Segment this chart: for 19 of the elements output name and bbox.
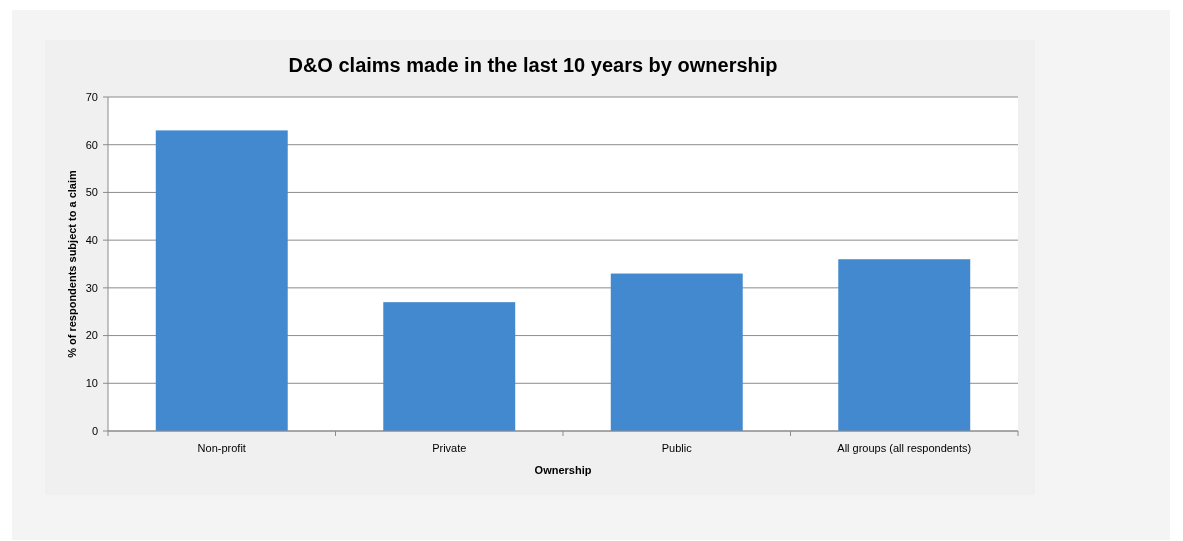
bar [838, 259, 971, 431]
x-tick-label: Public [661, 442, 693, 454]
y-tick-label: 10 [85, 377, 98, 390]
y-tick-label: 60 [85, 138, 98, 151]
x-tick-label: Non-profit [197, 442, 246, 454]
chart-title: D&O claims made in the last 10 years by ownership [288, 54, 778, 76]
x-axis-title: Ownership [534, 464, 592, 476]
y-tick-label: 20 [85, 329, 98, 342]
y-tick-label: 30 [85, 281, 98, 294]
y-tick-label: 0 [91, 424, 98, 437]
y-tick-label: 40 [85, 233, 98, 246]
y-axis-title: % of respondents subject to a claim [66, 169, 78, 358]
bar [155, 130, 288, 431]
y-tick-label: 50 [85, 186, 98, 199]
x-tick-label: All groups (all respondents) [837, 442, 972, 454]
y-tick-label: 70 [85, 90, 98, 103]
bar [383, 302, 516, 431]
bar [610, 273, 743, 431]
x-tick-label: Private [432, 442, 467, 454]
